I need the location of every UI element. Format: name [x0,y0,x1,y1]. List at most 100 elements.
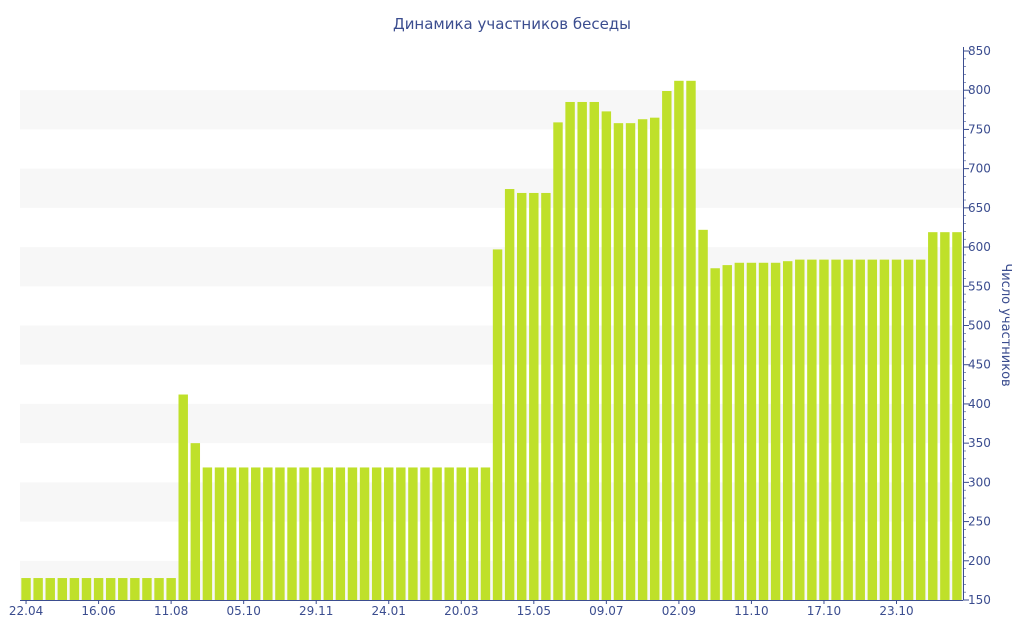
bar [263,467,273,600]
bar [105,578,116,600]
y-tick-label: 600 [968,240,991,254]
bar [698,229,708,600]
x-tick-label: 15.05 [517,604,551,618]
bar [226,467,237,600]
x-tick-label: 09.07 [589,604,623,618]
bar [142,578,152,600]
bar [323,467,333,600]
x-tick-label: 22.04 [9,604,43,618]
bar [335,467,346,600]
grid-band [20,168,963,208]
y-axis-label: Число участников [998,263,1013,386]
x-tick-label: 24.01 [372,604,406,618]
bar [408,467,418,600]
bar [795,259,805,600]
bar [952,232,962,601]
bar [650,117,660,600]
bar [553,122,563,601]
y-tick-label: 500 [968,319,991,333]
bar [299,467,309,600]
grid-band [20,482,963,522]
bar [662,91,672,600]
chart-title: Динамика участников беседы [393,15,631,33]
bar [504,189,515,600]
bar [166,578,176,600]
bar [347,467,358,600]
bar [770,262,781,600]
y-tick-label: 250 [968,515,991,529]
bar [734,262,745,600]
y-tick-label: 650 [968,201,991,215]
bar [589,101,599,600]
bar [154,578,164,600]
bar [517,192,527,600]
bar [359,467,370,600]
grid-band [20,90,963,130]
bar [69,578,80,600]
x-axis: 22.04 16.06 11.08 05.10 29.11 24.01 20.03 15.05… [9,600,963,618]
bar [710,268,720,600]
bar [287,467,297,600]
y-tick-label: 550 [968,279,991,293]
bar [722,265,732,600]
bar [93,578,104,600]
bar [384,467,394,600]
grid-band [20,403,963,444]
bar [57,578,68,600]
bar [480,467,491,600]
y-tick-label: 350 [968,436,991,450]
y-tick-label: 200 [968,554,991,568]
bar [468,467,479,600]
bar [758,262,769,600]
x-tick-label: 11.08 [154,604,188,618]
bar [625,123,636,601]
bar [807,259,817,600]
x-tick-label: 23.10 [879,604,913,618]
bar [903,259,914,600]
y-tick-label: 850 [968,44,991,58]
bar [492,249,503,601]
y-tick-label: 150 [968,593,991,607]
bar [831,259,841,600]
bar [879,259,890,600]
bar [251,467,261,600]
bar [238,467,249,600]
bar [601,111,612,600]
bar [21,578,31,600]
y-tick-label: 400 [968,397,991,411]
y-tick-label: 450 [968,358,991,372]
bar [420,467,430,600]
x-tick-label: 29.11 [299,604,333,618]
bar [45,578,55,600]
bar [674,80,684,601]
y-tick-label: 750 [968,122,991,136]
y-tick-label: 300 [968,475,991,489]
bar [843,259,853,600]
bar [613,123,624,601]
grid-band [20,325,963,365]
bar [33,578,43,600]
bar [746,262,757,600]
x-tick-label: 02.09 [662,604,696,618]
bar [202,467,213,600]
bar [577,101,587,600]
bar-series [21,80,962,601]
bar [311,467,321,600]
bar [371,467,382,600]
bar [891,259,902,600]
x-tick-label: 20.03 [444,604,478,618]
bar [444,467,454,600]
x-tick-label: 11.10 [734,604,768,618]
bar [928,232,938,601]
bar [178,394,188,600]
bar [867,259,878,600]
y-tick-label: 700 [968,162,991,176]
grid-bands [20,90,963,600]
bar [940,232,950,601]
bar [396,467,406,600]
bar [915,259,926,600]
y-axis: 150 200 250 300 350 400 450 500 550 600 650 700 750 8… [963,44,991,607]
bar [118,578,128,600]
